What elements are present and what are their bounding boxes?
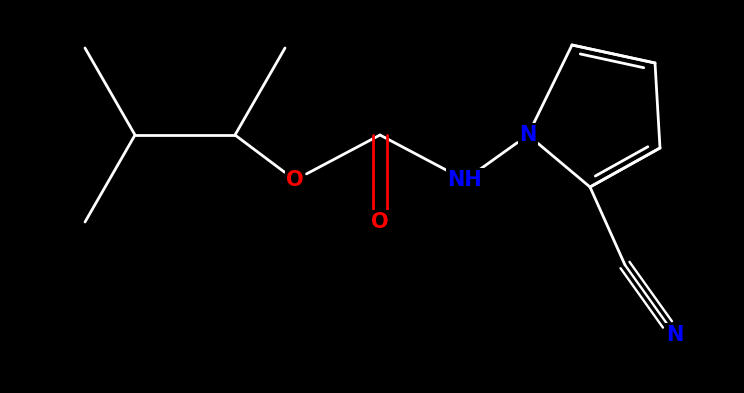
Text: NH: NH xyxy=(448,170,482,190)
Text: O: O xyxy=(371,212,389,232)
Text: N: N xyxy=(519,125,536,145)
Text: O: O xyxy=(286,170,304,190)
Text: N: N xyxy=(667,325,684,345)
